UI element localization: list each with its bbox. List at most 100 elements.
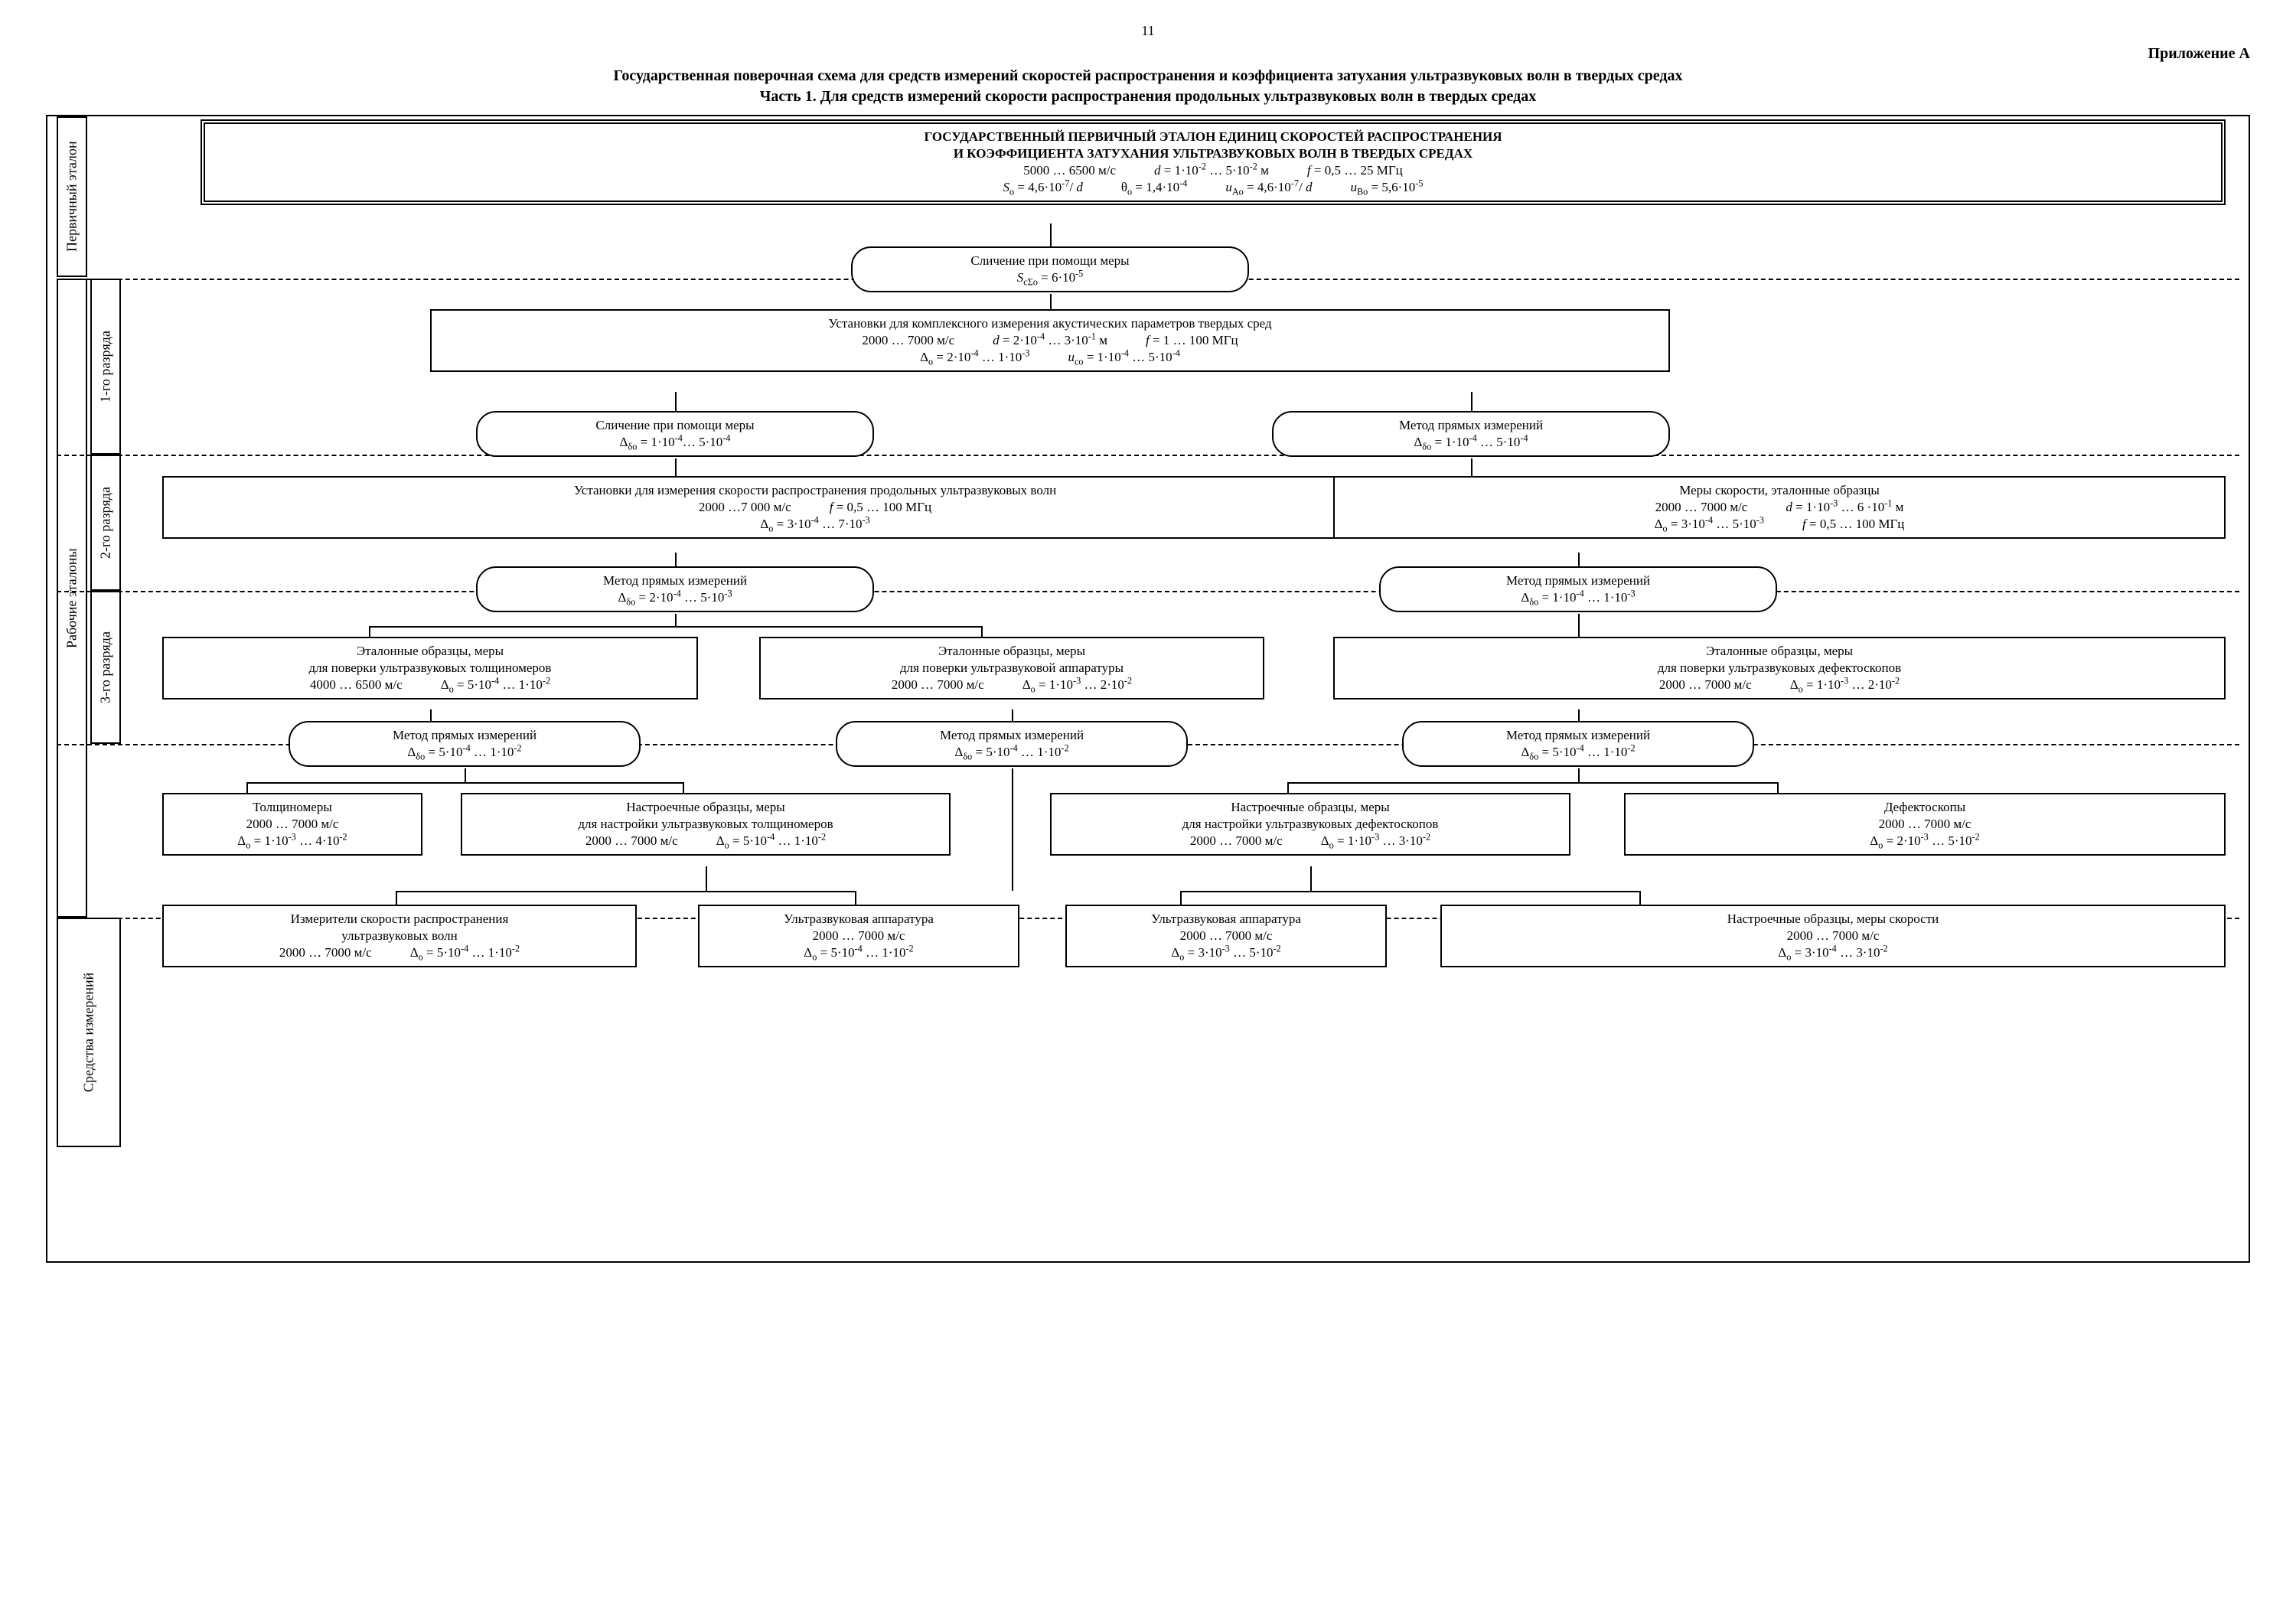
node-r2-meth-right: Метод прямых измерений Δδo = 1·10-4 … 1·…: [1379, 566, 1777, 612]
node-r2-right: Меры скорости, эталонные образцы 2000 … …: [1333, 476, 2226, 539]
node-si2-b: Ультразвуковая аппаратура 2000 … 7000 м/…: [698, 905, 1019, 967]
r1-r1c: f = 1 … 100 МГц: [1146, 332, 1238, 349]
primary-heading-1: ГОСУДАРСТВЕННЫЙ ПЕРВИЧНЫЙ ЭТАЛОН ЕДИНИЦ …: [213, 129, 2213, 145]
r3a-b: Δo = 5·10-4 … 1·10-2: [441, 677, 550, 693]
node-r2-left: Установки для измерения скорости распрос…: [162, 476, 1468, 539]
conn-r2r-down: [1578, 553, 1580, 566]
primary-r2b: θo = 1,4·10-4: [1121, 179, 1187, 196]
conn-r2l-h: [369, 626, 981, 628]
si2a-l1: Измерители скорости распространения: [171, 911, 628, 928]
r1-r1b: d = 2·10-4 … 3·10-1 м: [993, 332, 1107, 349]
conn-r3a-in: [369, 626, 370, 637]
primary-r2c: uAo = 4,6·10-7/ d: [1225, 179, 1312, 196]
node-r3-meth-c: Метод прямых измерений Δδo = 5·10-4 … 1·…: [1402, 721, 1754, 767]
conn-mc-d: [1578, 768, 1580, 782]
si2c-l1: Ультразвуковая аппаратура: [1075, 911, 1378, 928]
conn-ma-h: [246, 782, 683, 784]
node-meth-primary: Сличение при помощи меры SсΣo = 6·10-5: [851, 246, 1249, 292]
sia-l1: Толщиномеры: [171, 799, 413, 816]
r2r-row2: Δo = 3·10-4 … 5·10-3 f = 0,5 … 100 МГц: [1342, 516, 2216, 533]
conn-sib-in: [683, 782, 684, 793]
conn-sid-in: [1777, 782, 1779, 793]
si2d-l1: Настроечные образцы, меры скорости: [1450, 911, 2216, 928]
r2r-r1a: 2000 … 7000 м/с: [1655, 499, 1748, 516]
r1-meth-r-l2: Δδo = 1·10-4 … 5·10-4: [1281, 434, 1661, 451]
sid-l1: Дефектоскопы: [1633, 799, 2216, 816]
primary-heading-2: И КОЭФФИЦИЕНТА ЗАТУХАНИЯ УЛЬТРАЗВУКОВЫХ …: [213, 145, 2213, 162]
sib-b: Δo = 5·10-4 … 1·10-2: [716, 833, 826, 850]
primary-r1b: d = 1·10-2 … 5·10-2 м: [1154, 162, 1269, 179]
r3c-l1: Эталонные образцы, меры: [1342, 643, 2216, 660]
si2d-l3: Δo = 3·10-4 … 3·10-2: [1450, 944, 2216, 961]
conn-primary-down: [1050, 223, 1052, 246]
sic-l2: для настройки ультразвуковых дефектоскоп…: [1059, 816, 1561, 833]
conn-r3c-d: [1578, 709, 1580, 721]
r1-meth-l-l2: Δδo = 1·10-4… 5·10-4: [485, 434, 865, 451]
r3mc-l1: Метод прямых измерений: [1411, 727, 1745, 744]
meth-primary-l1: Сличение при помощи меры: [860, 253, 1240, 269]
r3a-l2: для поверки ультразвуковых толщиномеров: [171, 660, 689, 677]
primary-r1a: 5000 … 6500 м/с: [1023, 162, 1116, 179]
page-number: 11: [46, 23, 2250, 39]
r1-row2: Δo = 2·10-4 … 1·10-3 uco = 1·10-4 … 5·10…: [439, 349, 1661, 366]
conn-sib-d: [706, 866, 707, 891]
r3b-a: 2000 … 7000 м/с: [892, 677, 984, 693]
r1-r2a: Δo = 2·10-4 … 1·10-3: [920, 349, 1029, 366]
conn-r3a-d: [430, 709, 432, 721]
section-rank1: 1-го разряда: [90, 279, 121, 455]
node-r1-meth-right: Метод прямых измерений Δδo = 1·10-4 … 5·…: [1272, 411, 1670, 457]
node-r3-meth-b: Метод прямых измерений Δδo = 5·10-4 … 1·…: [836, 721, 1188, 767]
node-r1-setup: Установки для комплексного измерения аку…: [430, 309, 1670, 372]
node-primary-standard: ГОСУДАРСТВЕННЫЙ ПЕРВИЧНЫЙ ЭТАЛОН ЕДИНИЦ …: [201, 119, 2226, 205]
conn-mb-d: [1012, 768, 1013, 891]
section-rank2: 2-го разряда: [90, 455, 121, 591]
node-r3-a: Эталонные образцы, меры для поверки ульт…: [162, 637, 698, 699]
section-primary: Первичный эталон: [57, 116, 87, 277]
r2r-r2b: f = 0,5 … 100 МГц: [1802, 516, 1904, 533]
r1-row1: 2000 … 7000 м/с d = 2·10-4 … 3·10-1 м f …: [439, 332, 1661, 349]
dash-2: [57, 455, 2239, 456]
conn-sic-h: [1180, 891, 1639, 892]
r3mc-l2: Δδo = 5·10-4 … 1·10-2: [1411, 744, 1745, 761]
si2b-l3: Δo = 5·10-4 … 1·10-2: [707, 944, 1010, 961]
r2l-row2: Δo = 3·10-4 … 7·10-3: [171, 516, 1459, 533]
r3mb-l1: Метод прямых измерений: [845, 727, 1179, 744]
r2-meth-l-l1: Метод прямых измерений: [485, 572, 865, 589]
conn-mc-h: [1287, 782, 1777, 784]
sic-l1: Настроечные образцы, меры: [1059, 799, 1561, 816]
r3c-b: Δo = 1·10-3 … 2·10-2: [1790, 677, 1900, 693]
sic-a: 2000 … 7000 м/с: [1190, 833, 1283, 850]
section-working: Рабочие эталоны: [57, 279, 87, 918]
si2c-l3: Δo = 3·10-3 … 5·10-2: [1075, 944, 1378, 961]
conn-sia-in: [246, 782, 248, 793]
node-si2-d: Настроечные образцы, меры скорости 2000 …: [1440, 905, 2226, 967]
conn-sib2b: [855, 891, 856, 905]
conn-sic2c: [1180, 891, 1182, 905]
r1-meth-r-l1: Метод прямых измерений: [1281, 417, 1661, 434]
si2a-b: Δo = 5·10-4 … 1·10-2: [410, 944, 520, 961]
sic-b: Δo = 1·10-3 … 3·10-2: [1321, 833, 1430, 850]
si2a-row: 2000 … 7000 м/с Δo = 5·10-4 … 1·10-2: [171, 944, 628, 961]
r2r-l1: Меры скорости, эталонные образцы: [1342, 482, 2216, 499]
node-si-d: Дефектоскопы 2000 … 7000 м/с Δo = 2·10-3…: [1624, 793, 2226, 856]
primary-r2a: So = 4,6·10-7/ d: [1003, 179, 1083, 196]
node-r1-meth-left: Сличение при помощи меры Δδo = 1·10-4… 5…: [476, 411, 874, 457]
primary-row2: So = 4,6·10-7/ d θo = 1,4·10-4 uAo = 4,6…: [213, 179, 2213, 196]
r2r-row1: 2000 … 7000 м/с d = 1·10-3 … 6 ·10-1 м: [1342, 499, 2216, 516]
doc-title: Государственная поверочная схема для сре…: [46, 66, 2250, 107]
primary-row1: 5000 … 6500 м/с d = 1·10-2 … 5·10-2 м f …: [213, 162, 2213, 179]
section-rank3: 3-го разряда: [90, 591, 121, 744]
si2b-l2: 2000 … 7000 м/с: [707, 928, 1010, 944]
r1-l1: Установки для комплексного измерения аку…: [439, 315, 1661, 332]
conn-sic2d: [1639, 891, 1641, 905]
conn-meth-primary-down: [1050, 294, 1052, 309]
r2l-r1b: f = 0,5 … 100 МГц: [830, 499, 931, 516]
sid-l2: 2000 … 7000 м/с: [1633, 816, 2216, 833]
dash-3: [57, 591, 2239, 592]
title-line1: Государственная поверочная схема для сре…: [613, 67, 1682, 84]
conn-ma-d: [465, 768, 466, 782]
node-si2-a: Измерители скорости распространения ульт…: [162, 905, 637, 967]
r2r-r1b: d = 1·10-3 … 6 ·10-1 м: [1786, 499, 1903, 516]
conn-sib2a: [396, 891, 397, 905]
conn-r2l-fan: [675, 614, 677, 626]
